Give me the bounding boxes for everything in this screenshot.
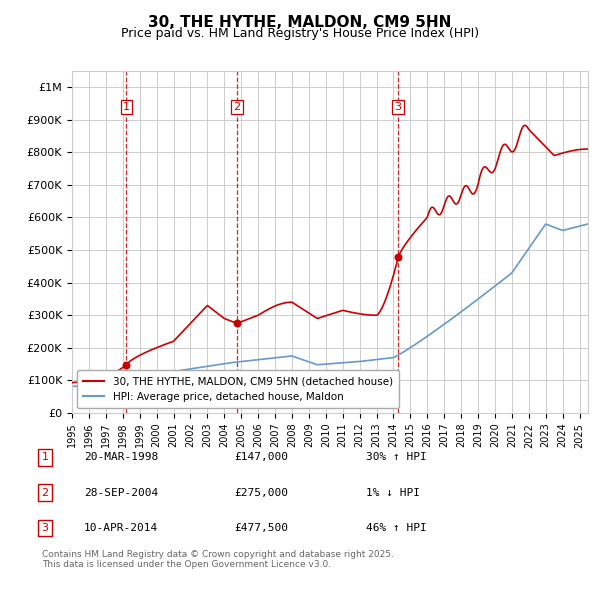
Text: 1: 1: [41, 453, 49, 462]
Text: 46% ↑ HPI: 46% ↑ HPI: [366, 523, 427, 533]
Text: 20-MAR-1998: 20-MAR-1998: [84, 453, 158, 462]
Text: 28-SEP-2004: 28-SEP-2004: [84, 488, 158, 497]
Text: 1% ↓ HPI: 1% ↓ HPI: [366, 488, 420, 497]
Text: Contains HM Land Registry data © Crown copyright and database right 2025.
This d: Contains HM Land Registry data © Crown c…: [42, 550, 394, 569]
Text: 2: 2: [41, 488, 49, 497]
Text: 1: 1: [123, 101, 130, 112]
Text: 3: 3: [41, 523, 49, 533]
Text: 3: 3: [395, 101, 401, 112]
Text: £147,000: £147,000: [234, 453, 288, 462]
Text: Price paid vs. HM Land Registry's House Price Index (HPI): Price paid vs. HM Land Registry's House …: [121, 27, 479, 40]
Point: [394, 253, 403, 262]
Text: £275,000: £275,000: [234, 488, 288, 497]
Text: 2: 2: [233, 101, 241, 112]
Point: [232, 319, 242, 328]
Legend: 30, THE HYTHE, MALDON, CM9 5HN (detached house), HPI: Average price, detached ho: 30, THE HYTHE, MALDON, CM9 5HN (detached…: [77, 370, 399, 408]
Text: 30, THE HYTHE, MALDON, CM9 5HN: 30, THE HYTHE, MALDON, CM9 5HN: [148, 15, 452, 30]
Text: £477,500: £477,500: [234, 523, 288, 533]
Point: [122, 360, 131, 370]
Text: 30% ↑ HPI: 30% ↑ HPI: [366, 453, 427, 462]
Text: 10-APR-2014: 10-APR-2014: [84, 523, 158, 533]
